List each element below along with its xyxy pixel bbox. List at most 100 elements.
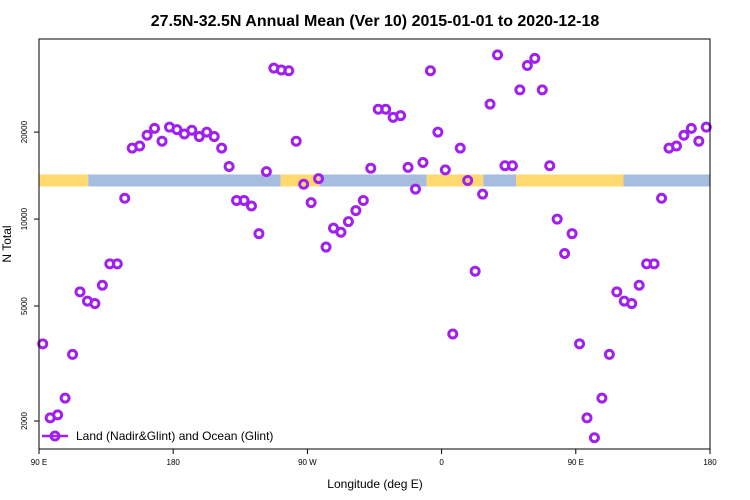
- data-point: [37, 338, 49, 350]
- data-point: [59, 392, 71, 404]
- data-point: [402, 161, 414, 173]
- data-point: [670, 140, 682, 152]
- data-point: [380, 103, 392, 115]
- data-point: [193, 131, 205, 143]
- land-ocean-band: [39, 174, 710, 187]
- data-point: [424, 65, 436, 77]
- data-point: [439, 164, 451, 176]
- data-point: [454, 142, 466, 154]
- data-point: [238, 194, 250, 206]
- data-point: [693, 135, 705, 147]
- data-point: [223, 161, 235, 173]
- y-tick-label: 5000: [20, 297, 29, 315]
- data-point: [581, 412, 593, 424]
- band-segment-ocean: [483, 174, 517, 187]
- data-point: [335, 226, 347, 238]
- data-point: [350, 205, 362, 217]
- data-point: [506, 160, 518, 172]
- data-point: [700, 121, 712, 133]
- data-point: [566, 228, 578, 240]
- x-tick-label: 90 W: [298, 458, 317, 467]
- plot-frame: [38, 38, 711, 450]
- data-point: [111, 258, 123, 270]
- x-tick-label: 90 E: [31, 458, 47, 467]
- data-point: [656, 192, 668, 204]
- data-point: [342, 216, 354, 228]
- data-point: [119, 192, 131, 204]
- data-point: [305, 197, 317, 209]
- data-point: [574, 338, 586, 350]
- band-segment-land: [39, 174, 89, 187]
- data-point: [536, 84, 548, 96]
- data-point: [298, 178, 310, 190]
- data-point: [357, 194, 369, 206]
- data-point: [96, 279, 108, 291]
- data-point: [529, 52, 541, 64]
- x-axis-label: Longitude (deg E): [327, 477, 422, 491]
- chart-title: 27.5N-32.5N Annual Mean (Ver 10) 2015-01…: [151, 13, 600, 30]
- band-segment-ocean: [88, 174, 281, 187]
- x-tick-label: 180: [703, 458, 717, 467]
- data-point: [283, 65, 295, 77]
- data-point: [67, 348, 79, 360]
- data-point: [611, 286, 623, 298]
- data-point: [395, 110, 407, 122]
- data-point: [290, 135, 302, 147]
- data-point: [462, 174, 474, 186]
- data-point: [320, 241, 332, 253]
- data-point: [626, 298, 638, 310]
- x-tick-label: 90 E: [568, 458, 584, 467]
- legend-marker: [49, 430, 61, 442]
- data-point: [208, 131, 220, 143]
- band-segment-land: [516, 174, 624, 187]
- y-tick-label: 20000: [20, 120, 29, 143]
- data-point: [313, 173, 325, 185]
- legend: Land (Nadir&Glint) and Ocean (Glint): [42, 429, 273, 443]
- data-point: [156, 135, 168, 147]
- x-axis-ticks: 90 E 180 90 W 0 90 E 180: [31, 449, 717, 467]
- data-point: [186, 124, 198, 136]
- data-point: [134, 140, 146, 152]
- data-point: [432, 126, 444, 138]
- data-point: [417, 156, 429, 168]
- data-point: [551, 213, 563, 225]
- band-segment-ocean: [319, 174, 427, 187]
- data-point: [544, 160, 556, 172]
- data-point: [559, 247, 571, 259]
- data-point: [74, 286, 86, 298]
- data-point: [521, 60, 533, 72]
- data-point: [633, 279, 645, 291]
- data-point: [149, 122, 161, 134]
- data-point: [685, 122, 697, 134]
- band-segment-ocean: [623, 174, 710, 187]
- y-axis-ticks: 2000 5000 10000 20000: [20, 120, 39, 430]
- data-point: [469, 265, 481, 277]
- y-axis-label: N Total: [0, 225, 14, 262]
- data-points: [37, 49, 712, 444]
- data-point: [171, 124, 183, 136]
- data-point: [201, 126, 213, 138]
- data-point: [514, 84, 526, 96]
- data-point: [253, 228, 265, 240]
- data-point: [447, 328, 459, 340]
- data-point: [678, 129, 690, 141]
- data-point: [603, 348, 615, 360]
- legend-label: Land (Nadir&Glint) and Ocean (Glint): [76, 429, 273, 443]
- data-point: [477, 188, 489, 200]
- data-point: [89, 298, 101, 310]
- data-point: [484, 98, 496, 110]
- data-point: [365, 162, 377, 174]
- data-point: [141, 129, 153, 141]
- data-point: [245, 200, 257, 212]
- data-point: [588, 432, 600, 444]
- data-point: [492, 49, 504, 61]
- data-point: [648, 258, 660, 270]
- x-tick-label: 180: [167, 458, 181, 467]
- data-point: [52, 409, 64, 421]
- x-tick-label: 0: [439, 458, 444, 467]
- data-point: [596, 392, 608, 404]
- y-tick-label: 2000: [20, 412, 29, 430]
- band-segment-land: [426, 174, 484, 187]
- data-point: [410, 183, 422, 195]
